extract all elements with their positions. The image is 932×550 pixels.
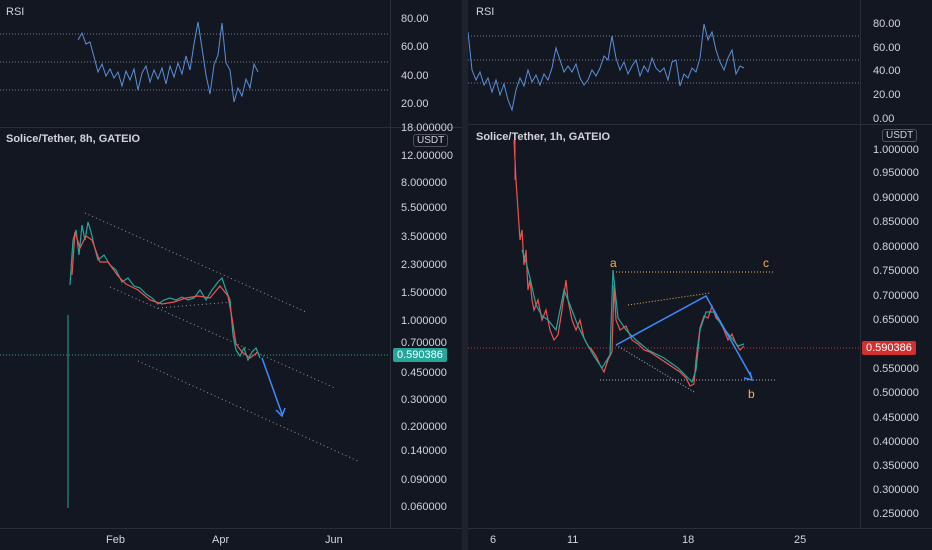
channel-middle-line bbox=[109, 286, 336, 389]
wave-label-a: a bbox=[610, 256, 617, 270]
rsi-line bbox=[468, 23, 745, 112]
price-axis-label: 0.800000 bbox=[873, 241, 919, 253]
chart-title: Solice/Tether, 1h, GATEIO bbox=[476, 131, 611, 143]
time-axis-label: Feb bbox=[106, 534, 125, 546]
currency-badge[interactable]: USDT bbox=[882, 129, 918, 142]
price-axis-label: 0.700000 bbox=[401, 337, 447, 349]
right-chart-canvas[interactable] bbox=[468, 0, 932, 550]
time-axis-label: Jun bbox=[325, 534, 343, 546]
rsi-title: RSI bbox=[6, 6, 25, 18]
rsi-axis-label: 40.00 bbox=[401, 70, 429, 82]
price-axis-label: 0.450000 bbox=[873, 412, 919, 424]
price-axis-label: 0.200000 bbox=[401, 421, 447, 433]
rsi-axis-label: 80.00 bbox=[401, 13, 429, 25]
price-axis-label: 8.000000 bbox=[401, 177, 447, 189]
price-axis-label: 0.250000 bbox=[873, 508, 919, 520]
projection-arrow bbox=[261, 357, 283, 415]
price-axis-label: 0.900000 bbox=[873, 192, 919, 204]
channel-lower-line bbox=[137, 360, 361, 463]
flag-line bbox=[157, 301, 233, 309]
price-axis-label: 3.500000 bbox=[401, 231, 447, 243]
rsi-axis-label: 0.00 bbox=[873, 113, 895, 125]
right-chart-panel[interactable]: RSI 80.00 60.00 40.00 20.00 0.00 Solice/… bbox=[468, 0, 932, 550]
time-axis-label: 6 bbox=[490, 534, 497, 546]
rsi-title: RSI bbox=[476, 6, 495, 18]
price-axis-label: 0.060000 bbox=[401, 501, 447, 513]
channel-upper-line bbox=[84, 212, 307, 313]
price-axis-label: 18.000000 bbox=[401, 122, 453, 134]
rsi-axis-label: 20.00 bbox=[401, 98, 429, 110]
price-axis-label: 0.850000 bbox=[873, 216, 919, 228]
wave-label-b: b bbox=[748, 387, 755, 401]
time-axis-label: 25 bbox=[794, 534, 807, 546]
wave-label-c: c bbox=[763, 256, 769, 270]
wave-path bbox=[615, 294, 753, 379]
price-axis-label: 0.750000 bbox=[873, 265, 919, 277]
price-axis-label: 0.400000 bbox=[873, 436, 919, 448]
price-axis-label: 1.000000 bbox=[401, 315, 447, 327]
price-axis-label: 0.300000 bbox=[873, 484, 919, 496]
left-chart-panel[interactable]: RSI 80.00 60.00 40.00 20.00 18.000000 So… bbox=[0, 0, 462, 550]
price-axis-label: 0.700000 bbox=[873, 290, 919, 302]
last-price-tag: 0.590386 bbox=[862, 341, 916, 355]
price-axis-label: 0.650000 bbox=[873, 314, 919, 326]
last-price-tag: 0.590386 bbox=[393, 348, 447, 362]
price-axis-label: 1.000000 bbox=[873, 144, 919, 156]
price-axis-label: 0.140000 bbox=[401, 445, 447, 457]
time-axis-label: 11 bbox=[567, 534, 579, 546]
price-candles bbox=[67, 221, 261, 508]
price-axis-label: 0.090000 bbox=[401, 474, 447, 486]
price-axis-label: 1.500000 bbox=[401, 287, 447, 299]
panel-divider[interactable] bbox=[462, 0, 468, 550]
projection-arrowhead bbox=[275, 407, 286, 418]
chart-title: Solice/Tether, 8h, GATEIO bbox=[6, 133, 141, 145]
price-axis-label: 0.350000 bbox=[873, 460, 919, 472]
triangle-top-line bbox=[627, 292, 711, 306]
time-axis-label: 18 bbox=[682, 534, 695, 546]
price-axis-label: 0.500000 bbox=[873, 387, 919, 399]
time-axis-label: Apr bbox=[212, 534, 230, 546]
wave-arrowhead bbox=[743, 371, 754, 382]
price-axis-label: 0.550000 bbox=[873, 363, 919, 375]
left-chart-canvas[interactable] bbox=[0, 0, 462, 550]
price-axis-label: 12.000000 bbox=[401, 150, 453, 162]
triangle-bottom-line bbox=[615, 344, 695, 393]
currency-badge[interactable]: USDT bbox=[413, 134, 449, 147]
price-axis-label: 2.300000 bbox=[401, 259, 447, 271]
rsi-axis-label: 40.00 bbox=[873, 65, 901, 77]
rsi-axis-label: 20.00 bbox=[873, 89, 901, 101]
rsi-axis-label: 60.00 bbox=[873, 42, 901, 54]
price-axis-label: 0.450000 bbox=[401, 367, 447, 379]
price-axis-label: 5.500000 bbox=[401, 202, 447, 214]
rsi-line bbox=[77, 21, 259, 103]
price-axis-label: 0.950000 bbox=[873, 167, 919, 179]
price-axis-label: 0.300000 bbox=[401, 394, 447, 406]
rsi-axis-label: 60.00 bbox=[401, 41, 429, 53]
rsi-axis-label: 80.00 bbox=[873, 18, 901, 30]
price-candles bbox=[513, 139, 745, 387]
